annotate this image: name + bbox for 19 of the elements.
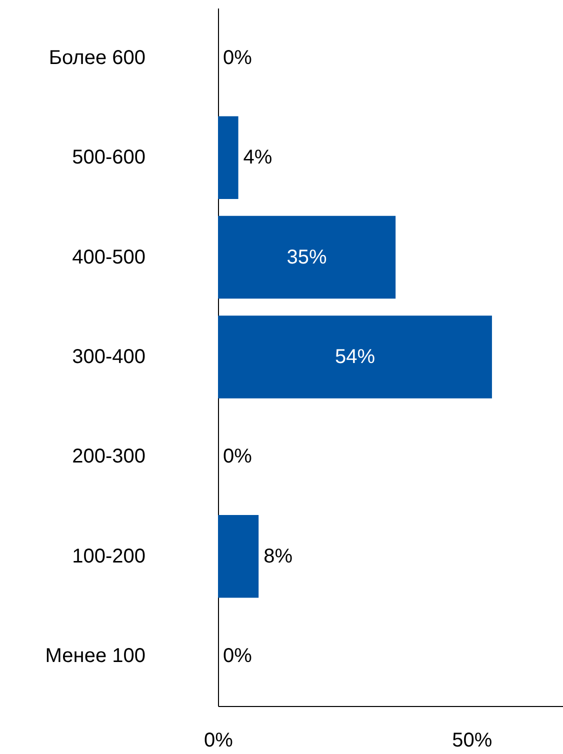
y-tick-label: 200-300 [72, 446, 146, 468]
bar [218, 116, 238, 199]
y-tick-label: 500-600 [72, 146, 146, 169]
y-tick-label: 400-500 [72, 246, 146, 268]
y-tick-label: 300-400 [72, 346, 146, 368]
data-label: 54% [334, 346, 376, 368]
data-label: 35% [286, 246, 328, 268]
data-label: 4% [243, 146, 272, 169]
data-label: 8% [264, 545, 293, 568]
bar [218, 515, 259, 598]
y-tick-label: Менее 100 [45, 645, 146, 668]
data-label: 0% [223, 645, 252, 668]
x-tick-label: 50% [452, 730, 492, 752]
bar [218, 216, 396, 299]
data-label: 0% [223, 46, 252, 69]
y-tick-label: 100-200 [72, 545, 146, 568]
bar [218, 316, 492, 398]
data-label: 0% [223, 446, 252, 468]
y-tick-label: Более 600 [48, 46, 146, 69]
